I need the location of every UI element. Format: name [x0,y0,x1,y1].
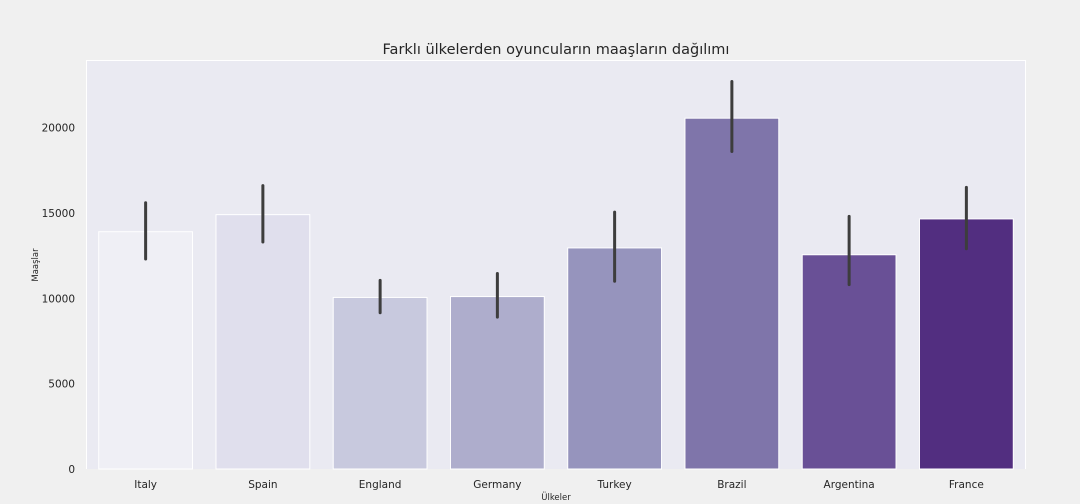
x-axis-ticks: Italy Spain England Germany Turkey Brazil Arge… [134,479,984,491]
y-tick-label-20000: 20000 [42,123,75,135]
x-tick-label-argentina: Argentina [824,479,875,491]
y-axis-label: Maaşlar [31,248,41,282]
y-tick-label-5000: 5000 [48,379,75,391]
y-axis-ticks: 0 5000 10000 15000 20000 [42,123,75,476]
x-tick-label-turkey: Turkey [597,479,632,491]
x-tick-label-italy: Italy [134,479,157,491]
y-tick-label-10000: 10000 [42,293,75,305]
error-bars-layer [144,79,968,319]
y-tick-label-15000: 15000 [42,208,75,220]
x-axis-label: Ülkeler [541,492,571,503]
bar-france [918,218,1014,470]
x-tick-label-brazil: Brazil [717,479,746,491]
bar-spain [215,214,311,470]
x-tick-label-france: France [949,479,984,491]
x-tick-label-germany: Germany [473,479,521,491]
bar-italy [98,231,194,470]
x-tick-label-england: England [359,479,402,491]
chart-title: Farklı ülkelerden oyuncuların maaşların … [383,42,730,58]
bars-layer [98,117,1014,470]
y-tick-label-0: 0 [68,464,75,476]
bar-brazil [684,117,780,470]
bar-england [332,296,428,470]
x-tick-label-spain: Spain [248,479,277,491]
bar-argentina [801,254,897,470]
bar-turkey [567,247,663,470]
bar-germany [449,296,545,470]
